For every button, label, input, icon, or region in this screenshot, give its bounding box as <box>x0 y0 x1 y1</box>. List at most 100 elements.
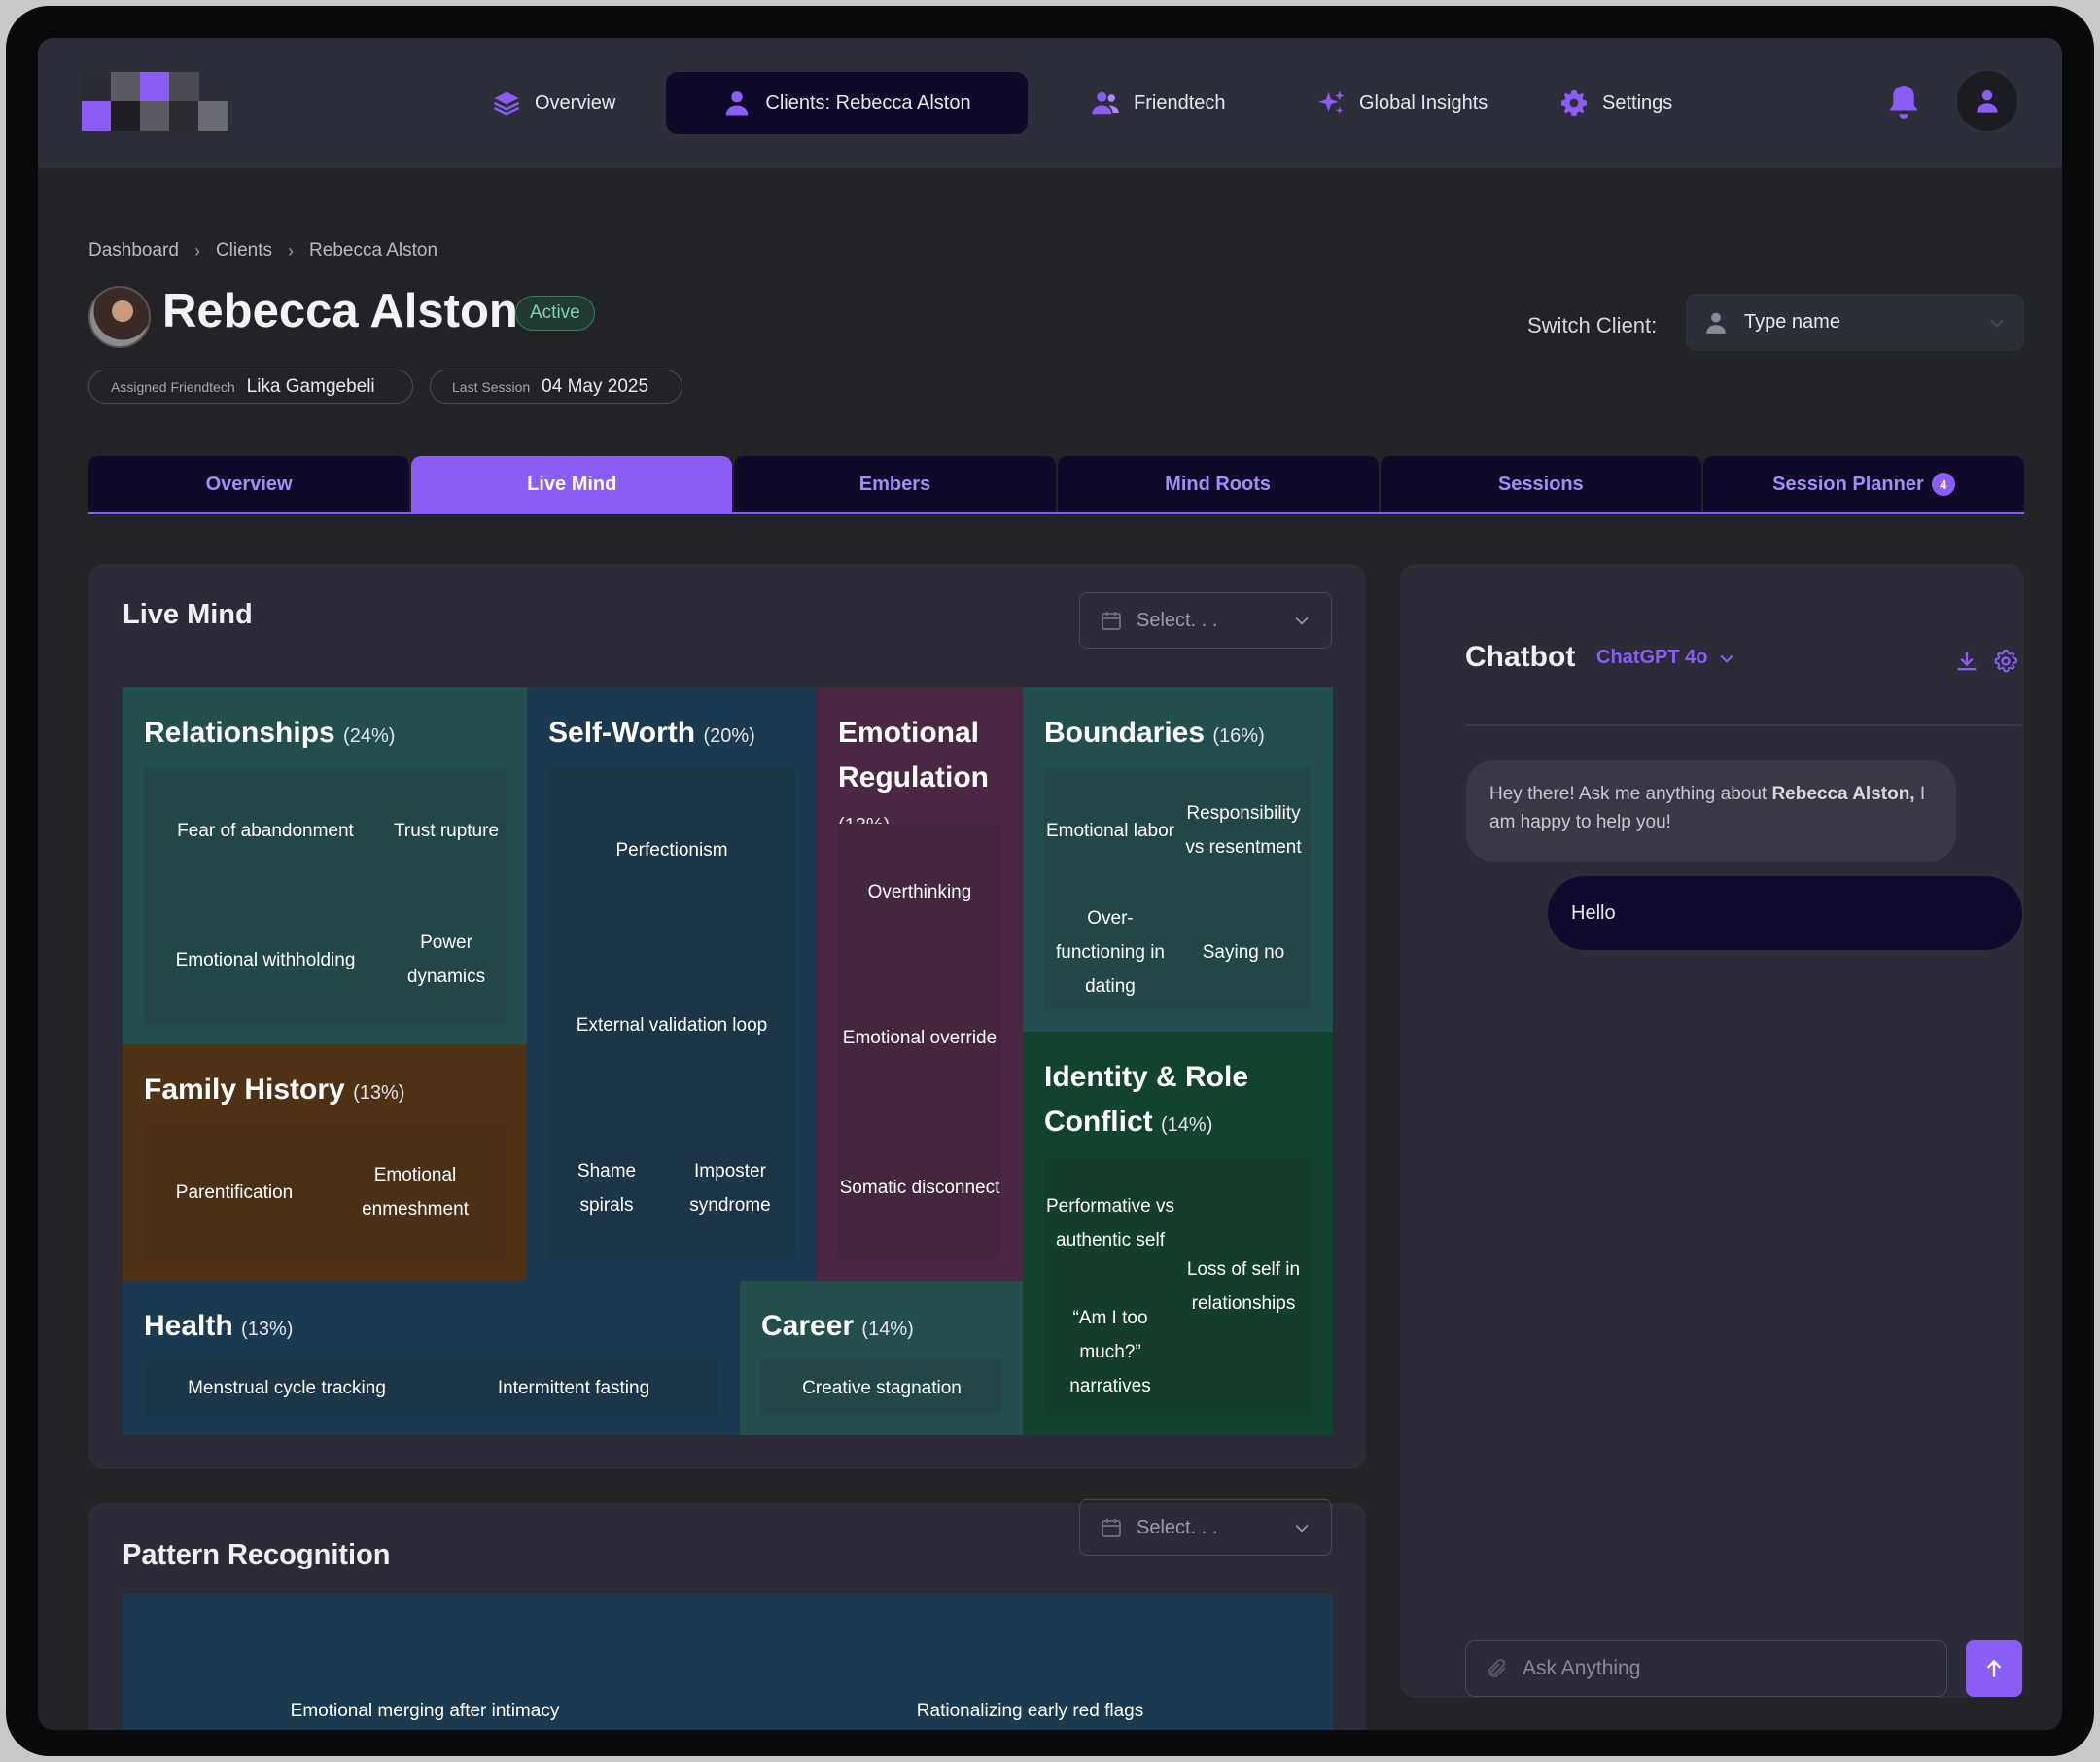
select-placeholder: Select. . . <box>1137 609 1218 631</box>
category-name: Emotional Regulation <box>838 717 989 793</box>
topic-saying-no[interactable]: Saying no <box>1202 941 1285 963</box>
breadcrumb-clients[interactable]: Clients <box>215 240 273 261</box>
nav-settings[interactable]: Settings <box>1540 72 1692 134</box>
treemap-identity-role-conflict[interactable]: Identity & Role Conflict (14%) Performat… <box>1023 1032 1333 1435</box>
model-label: ChatGPT 4o <box>1596 647 1708 668</box>
topic-emotional-override[interactable]: Emotional override <box>842 1027 998 1048</box>
category-pct: (24%) <box>343 725 396 747</box>
treemap-self-worth[interactable]: Self-Worth (20%) Perfectionism External … <box>527 687 817 1281</box>
last-session-value: 04 May 2025 <box>542 375 649 397</box>
bot-message: Hey there! Ask me anything about Rebecca… <box>1466 760 1956 862</box>
users-icon <box>1092 91 1119 115</box>
tab-label: Overview <box>205 473 293 495</box>
tab-session-planner[interactable]: Session Planner 4 <box>1702 456 2025 512</box>
category-title: Self-Worth (20%) <box>548 711 755 758</box>
bell-icon[interactable] <box>1885 83 1922 122</box>
topic-power-dynamics[interactable]: Power dynamics <box>406 933 486 987</box>
count-badge: 4 <box>1931 473 1955 496</box>
category-title: Career (14%) <box>761 1304 914 1352</box>
category-pct: (13%) <box>241 1319 294 1340</box>
send-button[interactable] <box>1966 1640 2022 1697</box>
assigned-friendtech-chip: Assigned Friendtech Lika Gamgebeli <box>88 370 413 404</box>
topic-parentification[interactable]: Parentification <box>175 1181 294 1203</box>
tab-mind-roots[interactable]: Mind Roots <box>1057 456 1379 512</box>
category-title: Boundaries (16%) <box>1044 711 1265 758</box>
switch-client-placeholder: Type name <box>1744 311 1840 333</box>
page-title: Rebecca Alston <box>162 285 518 337</box>
topic-emotional-enmeshment[interactable]: Emotional enmeshment <box>362 1165 469 1219</box>
treemap-inner <box>144 767 506 1026</box>
treemap-boundaries[interactable]: Boundaries (16%) Emotional labor Respons… <box>1023 687 1333 1032</box>
topic-fear-of-abandonment[interactable]: Fear of abandonment <box>177 820 354 841</box>
breadcrumb-current: Rebecca Alston <box>309 240 438 261</box>
pattern-rationalizing-red-flags[interactable]: Rationalizing early red flags <box>916 1700 1144 1721</box>
chat-input[interactable]: Ask Anything <box>1465 1640 1947 1697</box>
tab-embers[interactable]: Embers <box>734 456 1056 512</box>
category-name: Self-Worth <box>548 717 696 749</box>
assigned-value: Lika Gamgebeli <box>246 375 375 397</box>
sparkles-icon <box>1318 90 1345 115</box>
topic-intermittent-fasting[interactable]: Intermittent fasting <box>497 1377 650 1398</box>
nav-friendtech[interactable]: Friendtech <box>1071 72 1245 134</box>
topic-creative-stagnation[interactable]: Creative stagnation <box>802 1377 962 1398</box>
treemap-relationships[interactable]: Relationships (24%) Fear of abandonment … <box>122 687 527 1044</box>
logo <box>82 72 229 131</box>
live-mind-select[interactable]: Select. . . <box>1079 592 1332 649</box>
topic-somatic-disconnect[interactable]: Somatic disconnect <box>839 1177 1000 1198</box>
treemap-inner <box>144 1360 718 1415</box>
topic-imposter-syndrome[interactable]: Imposter syndrome <box>689 1161 771 1216</box>
calendar-icon <box>1102 612 1121 630</box>
switch-client-select[interactable]: Type name <box>1686 294 2024 351</box>
treemap-emotional-regulation[interactable]: Emotional Regulation(13%) Overthinking E… <box>817 687 1023 1281</box>
topic-menstrual-cycle-tracking[interactable]: Menstrual cycle tracking <box>188 1377 386 1398</box>
nav-global-insights[interactable]: Global Insights <box>1297 72 1507 134</box>
topic-perfectionism[interactable]: Perfectionism <box>615 839 728 861</box>
model-selector[interactable]: ChatGPT 4o <box>1596 647 1736 669</box>
calendar-icon <box>1102 1519 1121 1537</box>
pattern-recognition-title: Pattern Recognition <box>122 1539 391 1570</box>
category-pct: (14%) <box>861 1319 914 1340</box>
topic-external-validation-loop[interactable]: External validation loop <box>576 1014 768 1036</box>
treemap-family-history[interactable]: Family History (13%) Parentification Emo… <box>122 1044 527 1281</box>
category-name: Family History <box>144 1074 345 1106</box>
topic-trust-rupture[interactable]: Trust rupture <box>393 820 500 841</box>
category-pct: (13%) <box>353 1082 405 1104</box>
category-title: Identity & Role Conflict (14%) <box>1044 1055 1297 1147</box>
tab-overview[interactable]: Overview <box>88 456 410 512</box>
bot-message-suffix: I am happy to help you! <box>1489 784 1926 832</box>
tab-sessions[interactable]: Sessions <box>1380 456 1701 512</box>
topic-overthinking[interactable]: Overthinking <box>867 881 972 902</box>
tab-live-mind[interactable]: Live Mind <box>411 456 733 512</box>
chat-input-placeholder: Ask Anything <box>1522 1657 1641 1679</box>
topic-emotional-labor[interactable]: Emotional labor <box>1045 820 1175 841</box>
pattern-treemap: Emotional merging after intimacy Rationa… <box>122 1594 1333 1730</box>
download-icon[interactable] <box>1953 648 1980 675</box>
chatbot-title: Chatbot <box>1465 641 1576 673</box>
tab-label: Embers <box>858 473 931 495</box>
app-screen: Overview Clients: Rebecca Alston Friendt… <box>38 38 2062 1730</box>
nav-clients-label: Clients: Rebecca Alston <box>765 91 971 114</box>
settings-icon[interactable] <box>1992 648 2019 675</box>
nav-clients[interactable]: Clients: Rebecca Alston <box>666 72 1028 134</box>
treemap-career[interactable]: Career (14%) Creative stagnation <box>740 1281 1023 1435</box>
pattern-emotional-merging[interactable]: Emotional merging after intimacy <box>290 1700 560 1721</box>
tab-label: Live Mind <box>527 473 617 495</box>
topic-performative-vs-authentic-self[interactable]: Performative vs authentic self <box>1046 1196 1174 1251</box>
nav-overview[interactable]: Overview <box>472 72 635 134</box>
topic-responsibility-vs-resentment[interactable]: Responsibility vs resentment <box>1185 803 1302 858</box>
topic-over-functioning-in-dating[interactable]: Over-functioning in dating <box>1056 907 1165 997</box>
topic-emotional-withholding[interactable]: Emotional withholding <box>175 949 356 970</box>
bot-message-prefix: Hey there! Ask me anything about <box>1489 784 1772 804</box>
topic-shame-spirals[interactable]: Shame spirals <box>577 1161 637 1216</box>
topic-loss-of-self[interactable]: Loss of self in relationships <box>1186 1259 1301 1314</box>
treemap-health[interactable]: Health (13%) Menstrual cycle tracking In… <box>122 1281 740 1435</box>
pattern-select[interactable]: Select. . . <box>1079 1499 1332 1556</box>
category-name: Boundaries <box>1044 717 1206 749</box>
paperclip-icon[interactable] <box>1486 1657 1509 1680</box>
chevron-right-icon: › <box>193 240 200 261</box>
nav-overview-label: Overview <box>535 91 616 114</box>
user-menu-button[interactable] <box>1957 71 2017 131</box>
topic-am-i-too-much[interactable]: “Am I too much?” narratives <box>1069 1307 1151 1396</box>
breadcrumb-dashboard[interactable]: Dashboard <box>88 240 179 261</box>
nav-settings-label: Settings <box>1602 91 1673 114</box>
